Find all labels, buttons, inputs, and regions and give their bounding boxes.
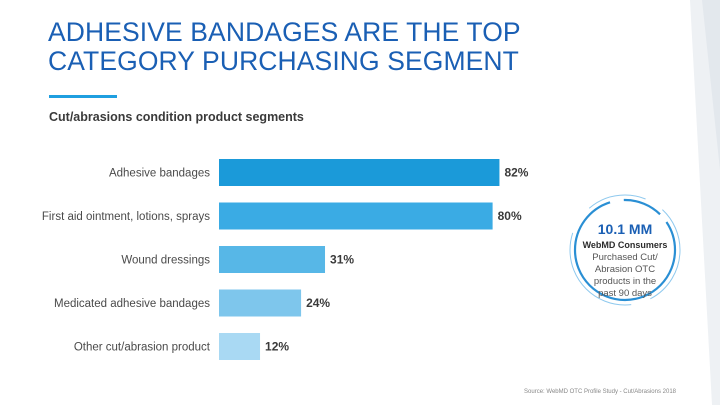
category-label-3: Wound dressings [121,255,210,267]
category-label-1: Adhesive bandages [109,168,210,180]
value-label-5: 12% [265,340,289,354]
bar-4 [219,289,302,317]
value-label-4: 24% [306,296,330,310]
value-label-3: 31% [330,253,354,267]
bar-2 [219,202,493,230]
value-label-1: 82% [504,166,528,180]
decorative-side-panel [690,0,720,405]
bar-3 [219,246,326,273]
page-title: ADHESIVE BANDAGES ARE THE TOP CATEGORY P… [48,17,521,76]
category-label-4: Medicated adhesive bandages [54,298,210,310]
stat-headline: WebMD Consumers [582,240,668,250]
category-label-5: Other cut/abrasion product [74,342,211,354]
bar-5 [219,333,261,360]
stat-callout: 10.1 MM WebMD Consumers Purchased Cut/ A… [568,200,682,300]
stat-description: Purchased Cut/ Abrasion OTC products in … [592,252,658,299]
value-label-2: 80% [498,209,522,223]
chart-subtitle: Cut/abrasions condition product segments [49,110,304,124]
title-underline [49,95,117,98]
source-note: Source: WebMD OTC Profile Study - Cut/Ab… [524,389,676,395]
bar-1 [219,159,500,186]
category-label-2: First aid ointment, lotions, sprays [42,211,210,223]
stat-number: 10.1 MM [597,221,653,237]
